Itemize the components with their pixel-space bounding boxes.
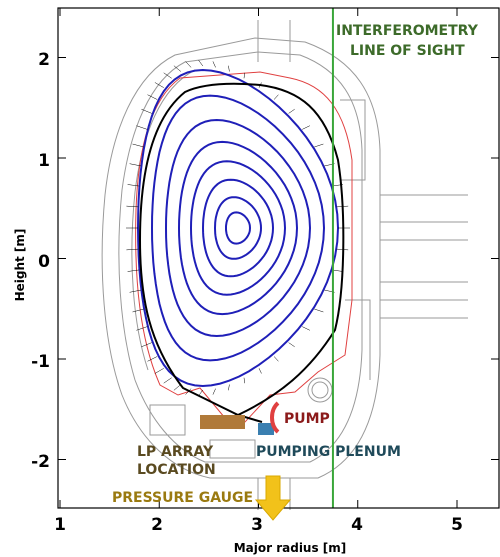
vacuum-vessel-outline xyxy=(101,20,468,510)
mesh-line xyxy=(198,389,204,397)
mesh-line xyxy=(136,326,148,331)
computational-mesh xyxy=(126,59,350,397)
x-tick-label: 3 xyxy=(251,515,263,535)
mesh-line xyxy=(212,61,216,68)
divertor-components xyxy=(200,401,280,435)
mesh-line xyxy=(288,342,295,348)
mesh-line xyxy=(198,59,204,67)
mesh-line xyxy=(132,143,144,148)
mesh-line xyxy=(302,125,311,130)
mesh-line xyxy=(273,356,279,362)
mesh-line xyxy=(314,308,324,313)
flux-surface-contour xyxy=(177,140,299,316)
mesh-line xyxy=(243,377,245,384)
first-wall-outline xyxy=(135,71,353,423)
mesh-line xyxy=(314,143,324,148)
y-tick-label: 2 xyxy=(38,50,50,70)
interferometry-label-line1: INTERFEROMETRY xyxy=(336,23,479,39)
mesh-line xyxy=(302,326,311,331)
pressure-gauge-arrow-icon xyxy=(254,475,292,521)
axis-ticks xyxy=(58,8,499,508)
x-tick-labels: 1 2 3 4 5 xyxy=(54,515,463,535)
pump-component xyxy=(270,401,280,434)
mesh-line xyxy=(163,377,172,384)
mesh-line xyxy=(173,65,181,72)
mesh-line xyxy=(288,108,295,114)
mesh-line xyxy=(336,248,349,251)
mesh-line xyxy=(185,61,192,68)
flux-surfaces xyxy=(136,68,340,388)
mesh-line xyxy=(154,368,164,374)
mesh-line xyxy=(258,82,262,88)
mesh-line xyxy=(126,205,139,208)
flux-surface-contour xyxy=(201,178,275,278)
flux-surface-contour xyxy=(213,196,263,260)
x-tick-label: 5 xyxy=(451,515,463,535)
y-tick-label: 0 xyxy=(38,252,50,272)
lp-array-component xyxy=(200,415,245,429)
mesh-line xyxy=(258,368,262,374)
flux-surface-contour xyxy=(189,160,287,296)
mesh-line xyxy=(336,205,349,208)
y-tick-label: 1 xyxy=(38,151,50,171)
flux-surface-contour xyxy=(150,94,326,362)
mesh-line xyxy=(243,72,245,79)
flux-surface-contour xyxy=(164,118,312,338)
pressure-gauge-label: PRESSURE GAUGE xyxy=(112,490,253,506)
flux-surface-contour xyxy=(225,211,252,245)
interferometry-label-line2: LINE OF SIGHT xyxy=(350,43,465,59)
mesh-line xyxy=(126,248,139,251)
lp-array-label-line1: LP ARRAY xyxy=(137,444,214,460)
mesh-line xyxy=(273,94,279,100)
mesh-line xyxy=(228,65,230,72)
x-tick-label: 4 xyxy=(351,515,363,535)
x-tick-label: 2 xyxy=(151,515,163,535)
mesh-line xyxy=(127,184,140,187)
x-axis-title: Major radius [m] xyxy=(234,541,347,555)
mesh-line xyxy=(154,82,164,88)
mesh-line xyxy=(132,308,144,313)
y-tick-labels: 2 1 0 -1 -2 xyxy=(31,50,50,472)
y-axis-title: Height [m] xyxy=(13,229,27,302)
pumping-plenum-box xyxy=(258,423,274,435)
mesh-line xyxy=(173,384,181,391)
x-tick-label: 1 xyxy=(54,515,66,535)
mesh-line xyxy=(163,72,172,79)
mesh-line xyxy=(147,94,158,100)
y-tick-label: -1 xyxy=(31,352,50,372)
pumping-plenum-label: PUMPING PLENUM xyxy=(256,444,401,460)
mesh-line xyxy=(212,388,216,395)
mesh-line xyxy=(129,289,142,293)
mesh-line xyxy=(147,356,158,362)
flux-surface-contour xyxy=(136,68,340,388)
lp-array-label-line2: LOCATION xyxy=(137,462,216,478)
mesh-line xyxy=(136,125,148,130)
mesh-line xyxy=(127,269,140,272)
y-tick-label: -2 xyxy=(31,452,50,472)
mesh-line xyxy=(185,388,192,395)
pump-label: PUMP xyxy=(284,411,330,427)
mesh-line xyxy=(141,342,152,348)
mesh-line xyxy=(129,163,142,167)
mesh-line xyxy=(141,108,152,114)
mesh-line xyxy=(228,384,230,391)
